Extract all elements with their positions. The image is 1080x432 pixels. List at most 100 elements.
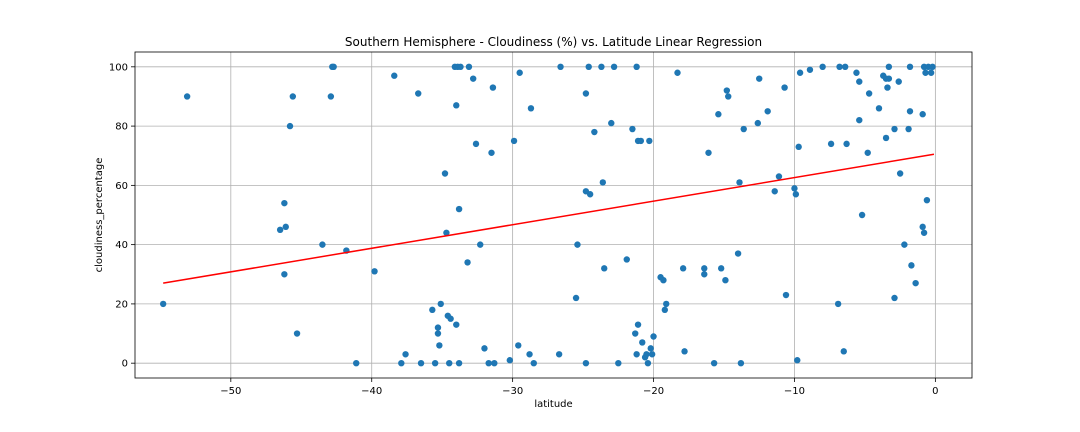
data-point [330, 63, 337, 71]
data-point [527, 105, 535, 112]
data-point [644, 359, 652, 367]
data-point [901, 241, 908, 248]
data-point [431, 359, 439, 367]
data-point [882, 75, 890, 82]
data-point [443, 229, 450, 236]
data-point [705, 149, 712, 156]
y-tick-label: 40 [115, 240, 128, 251]
data-point [646, 137, 653, 145]
data-point [771, 188, 778, 195]
data-point [856, 78, 863, 85]
data-point [781, 84, 788, 91]
data-point [864, 149, 871, 156]
data-point [701, 265, 708, 272]
points-layer [159, 63, 936, 367]
data-point [723, 87, 731, 94]
data-point [906, 108, 914, 115]
data-point [922, 69, 929, 76]
data-point [740, 125, 747, 133]
data-point [415, 90, 422, 97]
data-point [281, 271, 288, 278]
data-point [633, 63, 640, 71]
data-point [756, 75, 763, 82]
data-point [601, 265, 608, 272]
data-point [506, 357, 514, 364]
data-point [591, 128, 598, 136]
data-point [722, 277, 729, 284]
data-point [391, 72, 398, 79]
data-point [736, 179, 743, 186]
data-point [437, 300, 444, 308]
data-point [623, 256, 630, 263]
data-point [489, 84, 497, 91]
data-point [457, 63, 464, 71]
data-point [183, 93, 191, 100]
data-point [754, 119, 762, 127]
data-point [633, 351, 640, 358]
data-point [896, 170, 904, 177]
data-point [734, 250, 742, 257]
data-point [647, 345, 654, 352]
data-point [836, 63, 843, 71]
data-point [895, 78, 902, 85]
data-point [841, 63, 849, 71]
x-tick-label: −20 [643, 386, 664, 397]
data-point [637, 137, 645, 145]
data-point [293, 330, 301, 337]
data-point [882, 134, 890, 142]
y-tick-label: 80 [115, 122, 128, 133]
data-point [319, 241, 326, 248]
data-point [908, 262, 915, 269]
regression-line [163, 153, 935, 284]
chart-title: Southern Hemisphere - Cloudiness (%) vs.… [345, 35, 762, 49]
data-point [905, 125, 912, 133]
data-point [856, 116, 863, 124]
plot-frame [134, 51, 973, 379]
data-point [884, 84, 891, 91]
data-point [919, 111, 926, 118]
data-point [650, 333, 657, 340]
data-point [455, 359, 463, 367]
data-point [629, 125, 636, 133]
data-point [477, 241, 484, 248]
x-tick-label: −40 [361, 386, 382, 397]
data-point [516, 69, 523, 76]
data-point [782, 291, 790, 299]
data-point [465, 63, 473, 71]
data-point [912, 279, 919, 287]
data-point [526, 351, 533, 358]
data-point [919, 223, 926, 231]
data-point [574, 241, 581, 248]
data-point [648, 351, 656, 358]
data-point [515, 342, 522, 349]
data-point [891, 294, 898, 302]
data-point [353, 359, 360, 367]
data-point [891, 125, 898, 133]
data-point [795, 143, 802, 151]
regression-layer [163, 153, 935, 284]
y-tick-label: 0 [122, 359, 128, 370]
x-axis: −50 −40 −30 −20 −10 0 [220, 378, 939, 397]
data-point [586, 191, 594, 198]
x-tick-label: −10 [784, 386, 805, 397]
data-point [585, 63, 592, 71]
data-point [469, 75, 477, 82]
y-tick-label: 60 [115, 181, 128, 192]
data-point [834, 300, 842, 308]
data-point [715, 111, 722, 118]
data-point [923, 196, 931, 204]
data-point [920, 229, 928, 236]
data-point [491, 359, 498, 367]
data-point [840, 348, 847, 355]
y-axis: 0 20 40 60 80 100 [109, 62, 135, 370]
data-point [453, 102, 460, 109]
data-point [282, 223, 289, 231]
data-point [371, 268, 378, 275]
data-point [510, 137, 518, 145]
data-point [464, 259, 471, 266]
data-point [455, 205, 463, 213]
data-point [289, 93, 297, 100]
data-point [717, 265, 725, 272]
data-point [679, 265, 687, 272]
data-point [327, 93, 335, 100]
